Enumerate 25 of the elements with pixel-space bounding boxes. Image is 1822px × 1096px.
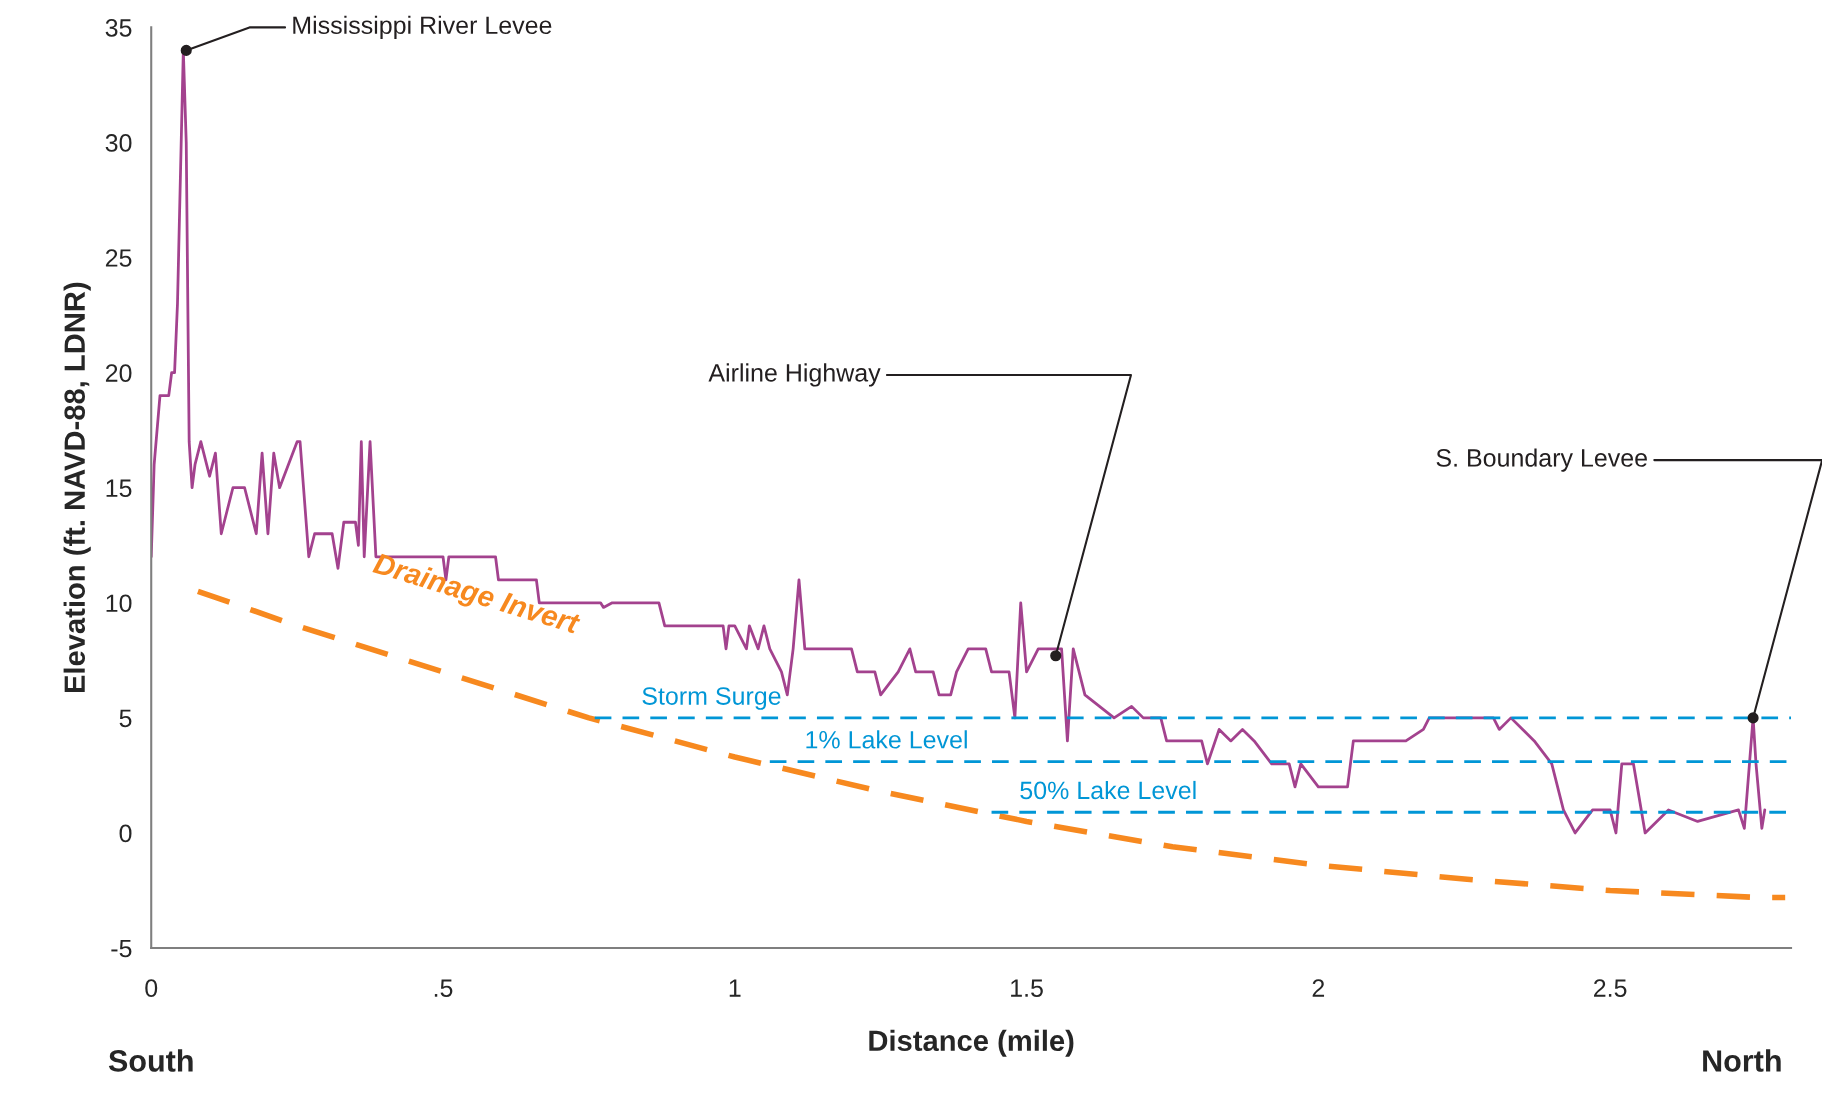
y-tick-label: 5 [119, 709, 132, 728]
annotation: S. Boundary Levee [1436, 448, 1647, 472]
x-tick-label: 1.5 [1011, 979, 1043, 997]
annotation: Airline Highway [708, 363, 881, 387]
y-tick-label: 20 [105, 364, 132, 382]
x-tick-label: 2.5 [1594, 979, 1627, 997]
y-tick-label: 35 [105, 19, 132, 37]
y-axis-title: Elevation (ft. NAVD-88, LDNR) [63, 282, 91, 693]
y-tick-label: 30 [105, 134, 132, 152]
x-tick-label: 2 [1312, 979, 1325, 997]
y-tick-label: 15 [106, 479, 132, 498]
y-tick-label: 25 [105, 249, 132, 267]
text: North [1703, 1049, 1781, 1072]
x-tick-label: .5 [434, 979, 453, 997]
x-axis-title: Distance (mile) [869, 1029, 1074, 1057]
annotation: Mississippi River Levee [293, 15, 552, 40]
text: South [108, 1049, 193, 1072]
x-tick-label: 0 [145, 979, 158, 997]
y-tick-label: 10 [106, 594, 132, 613]
y-tick-label: 0 [119, 824, 132, 843]
y-tick-label: -5 [111, 939, 132, 958]
series-label: 50% Lake Level [1020, 780, 1196, 800]
series-label: 1% Lake Level [806, 730, 967, 749]
x-tick-label: 1 [729, 979, 741, 997]
series-label: Storm Surge [642, 687, 781, 710]
